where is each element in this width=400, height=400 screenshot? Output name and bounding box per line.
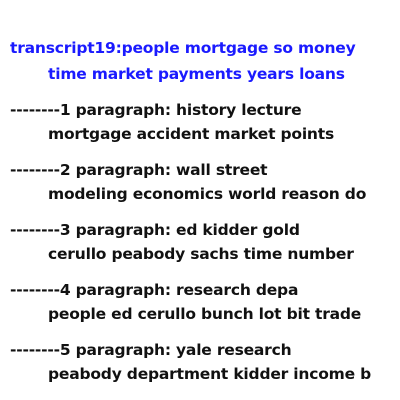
paragraph-2-heading: --------2 paragraph: wall street bbox=[10, 160, 267, 180]
transcript-title-line-1: transcript19:people mortgage so money bbox=[10, 38, 356, 58]
paragraph-3-heading: --------3 paragraph: ed kidder gold bbox=[10, 220, 300, 240]
paragraph-1-heading: --------1 paragraph: history lecture bbox=[10, 100, 301, 120]
paragraph-5-heading: --------5 paragraph: yale research bbox=[10, 340, 291, 360]
paragraph-5-body: peabody department kidder income b bbox=[48, 364, 371, 384]
paragraph-4-heading: --------4 paragraph: research depa bbox=[10, 280, 298, 300]
transcript-title-line-2: time market payments years loans bbox=[48, 64, 345, 84]
paragraph-4-body: people ed cerullo bunch lot bit trade bbox=[48, 304, 361, 324]
paragraph-1-body: mortgage accident market points bbox=[48, 124, 334, 144]
paragraph-2-body: modeling economics world reason do bbox=[48, 184, 366, 204]
paragraph-3-body: cerullo peabody sachs time number bbox=[48, 244, 354, 264]
